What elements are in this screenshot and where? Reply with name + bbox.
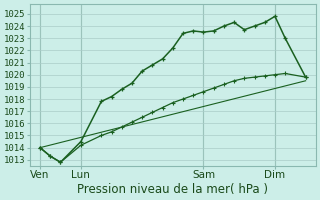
- X-axis label: Pression niveau de la mer( hPa ): Pression niveau de la mer( hPa ): [77, 183, 268, 196]
